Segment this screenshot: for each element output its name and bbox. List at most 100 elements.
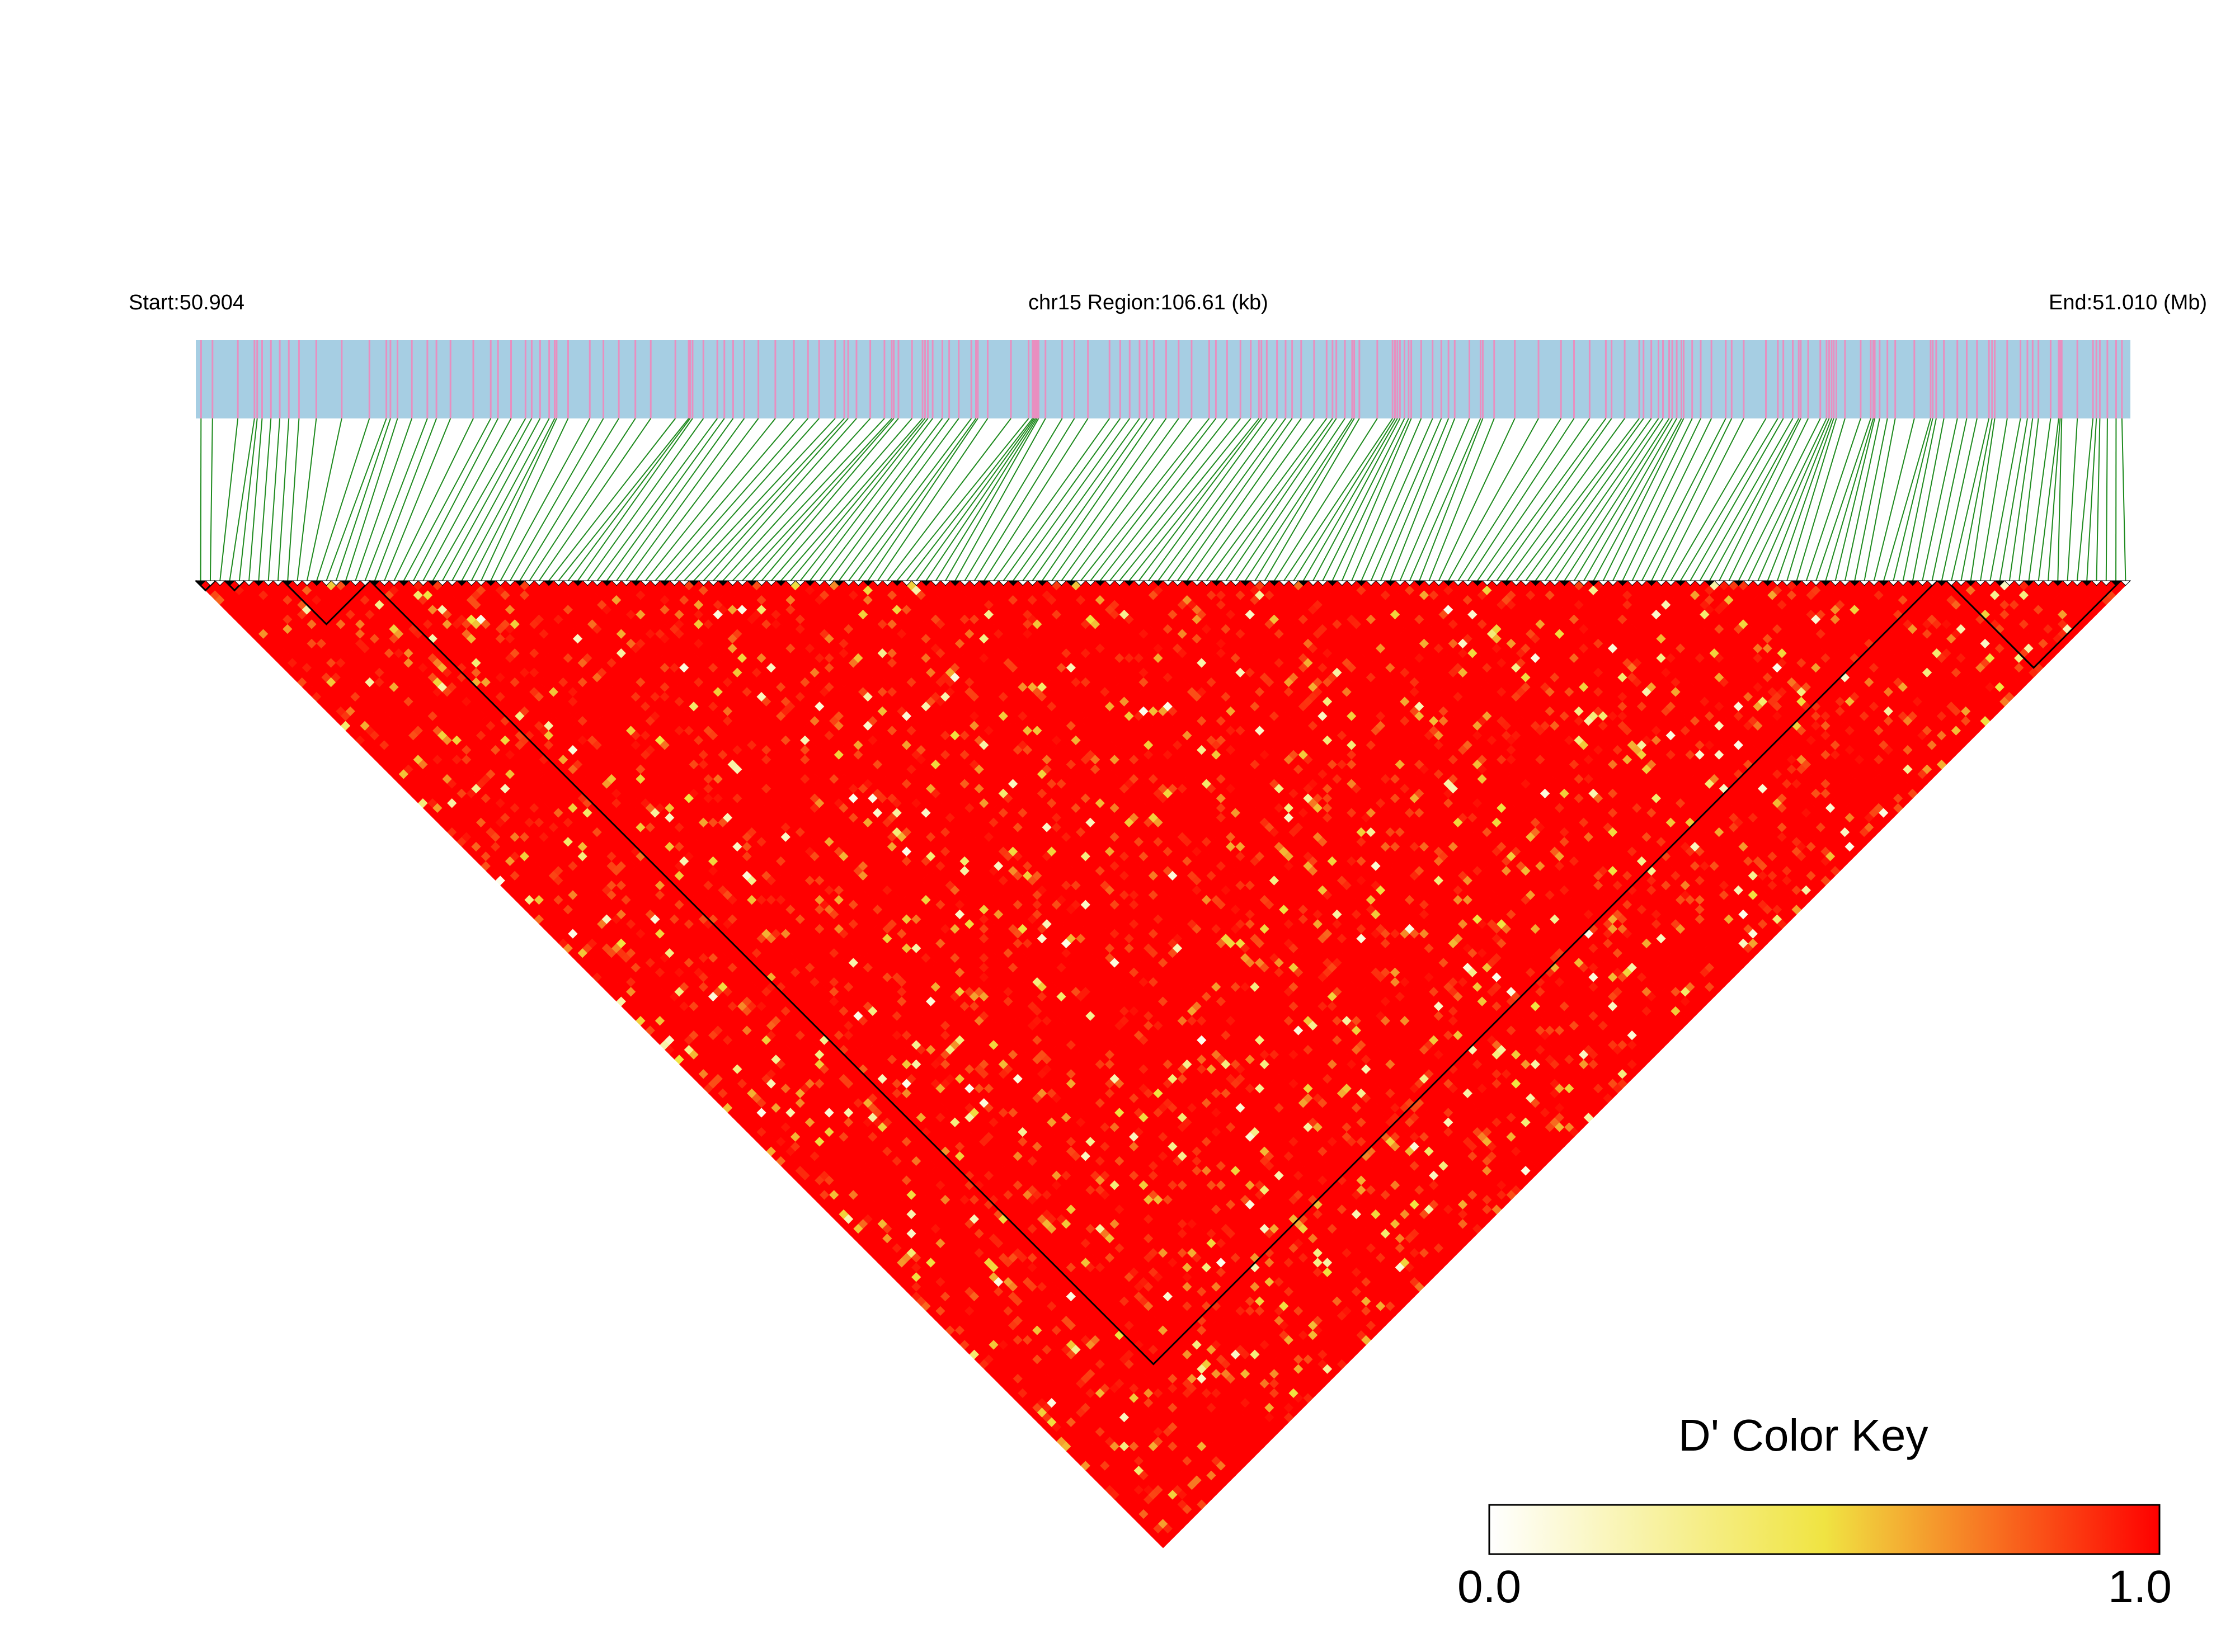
snp-connector bbox=[374, 418, 437, 581]
snp-connector bbox=[1931, 418, 1968, 581]
snp-connector bbox=[1719, 418, 1801, 581]
snp-connector bbox=[267, 418, 281, 581]
snp-connector bbox=[1312, 418, 1401, 581]
snp-connector bbox=[722, 418, 871, 581]
snp-connector bbox=[751, 418, 895, 581]
snp-connector bbox=[1564, 418, 1670, 581]
snp-connector bbox=[799, 418, 929, 581]
snp-connector bbox=[1573, 418, 1673, 581]
snp-connector bbox=[1651, 418, 1733, 581]
snp-connector bbox=[306, 418, 342, 581]
snp-connector bbox=[664, 418, 809, 581]
snp-connector bbox=[1254, 418, 1355, 581]
snp-connector bbox=[1302, 418, 1398, 581]
snp-connector bbox=[1196, 418, 1315, 581]
snp-connector bbox=[1825, 418, 1874, 581]
snp-connector bbox=[1486, 418, 1607, 581]
snp-connector bbox=[1448, 418, 1539, 581]
snp-connector bbox=[973, 418, 1075, 581]
snp-connector bbox=[1728, 418, 1809, 581]
snp-connector bbox=[1216, 418, 1333, 581]
snp-connector bbox=[1709, 418, 1800, 581]
snp-connector bbox=[596, 418, 718, 581]
snp-connector bbox=[761, 418, 899, 581]
snp-connector bbox=[1496, 418, 1612, 581]
snp-connector bbox=[1883, 418, 1931, 581]
snp-connector bbox=[1738, 418, 1821, 581]
snp-connector bbox=[1912, 418, 1945, 581]
snp-connector bbox=[1138, 418, 1262, 581]
snp-connector bbox=[1051, 418, 1167, 581]
snp-connector bbox=[2028, 418, 2052, 581]
snp-connector bbox=[219, 418, 239, 581]
snp-connector bbox=[1844, 418, 1880, 581]
snp-connector bbox=[1854, 418, 1888, 581]
snp-connector bbox=[713, 418, 857, 581]
snp-connector bbox=[1042, 418, 1155, 581]
snp-connector bbox=[2038, 418, 2059, 581]
snp-connector bbox=[606, 418, 725, 581]
snp-connector bbox=[432, 418, 526, 581]
snp-connector bbox=[335, 418, 391, 581]
snp-connector bbox=[838, 418, 959, 581]
snp-connector bbox=[790, 418, 926, 581]
snp-connector bbox=[616, 418, 734, 581]
snp-connector bbox=[1641, 418, 1726, 581]
snp-connector bbox=[1796, 418, 1846, 581]
snp-connector bbox=[1864, 418, 1896, 581]
snp-connector bbox=[529, 418, 636, 581]
snp-connector bbox=[1999, 418, 2028, 581]
snp-connector bbox=[925, 418, 1036, 581]
snp-connector-lines bbox=[200, 418, 2126, 581]
snp-connector bbox=[1748, 418, 1827, 581]
snp-connector bbox=[1535, 418, 1652, 581]
snp-connector bbox=[1090, 418, 1217, 581]
snp-connector bbox=[2067, 418, 2078, 581]
snp-connector bbox=[1331, 418, 1409, 581]
snp-connector bbox=[2008, 418, 2034, 581]
snp-connector bbox=[993, 418, 1111, 581]
snp-connector bbox=[1505, 418, 1625, 581]
snp-connector bbox=[742, 418, 892, 581]
snp-connector bbox=[248, 418, 263, 581]
snp-connector bbox=[277, 418, 290, 581]
snp-connector bbox=[635, 418, 759, 581]
snp-connector bbox=[1951, 418, 1990, 581]
snp-connector bbox=[1989, 418, 2021, 581]
snp-connector bbox=[2086, 418, 2097, 581]
snp-connector bbox=[577, 418, 693, 581]
snp-connector bbox=[1099, 418, 1228, 581]
snp-connector bbox=[1390, 418, 1456, 581]
snp-connector bbox=[209, 418, 213, 581]
snp-connector bbox=[364, 418, 428, 581]
snp-connector bbox=[297, 418, 317, 581]
snp-connector bbox=[510, 418, 604, 581]
snp-connector bbox=[1767, 418, 1832, 581]
snp-connector bbox=[1631, 418, 1712, 581]
snp-connector bbox=[1477, 418, 1591, 581]
snp-connector bbox=[451, 418, 541, 581]
snp-connector bbox=[519, 418, 619, 581]
snp-connector bbox=[1293, 418, 1396, 581]
snp-connector bbox=[916, 418, 1035, 581]
snp-connector bbox=[1438, 418, 1516, 581]
snp-connector bbox=[393, 418, 474, 581]
snp-connector bbox=[1516, 418, 1640, 581]
snp-connector bbox=[1602, 418, 1685, 581]
snp-connector bbox=[1922, 418, 1958, 581]
snp-connector bbox=[1128, 418, 1260, 581]
snp-connector bbox=[887, 418, 1011, 581]
snp-connector bbox=[858, 418, 977, 581]
snp-connector bbox=[548, 418, 676, 581]
snp-connector bbox=[1786, 418, 1837, 581]
snp-connector bbox=[355, 418, 413, 581]
snp-connector bbox=[461, 418, 550, 581]
snp-connector bbox=[1457, 418, 1562, 581]
snp-connector bbox=[1815, 418, 1871, 581]
snp-connector bbox=[877, 418, 989, 581]
snp-connector bbox=[1545, 418, 1659, 581]
snp-position-track bbox=[196, 340, 2130, 418]
snp-connector bbox=[1361, 418, 1433, 581]
snp-connector bbox=[2018, 418, 2039, 581]
